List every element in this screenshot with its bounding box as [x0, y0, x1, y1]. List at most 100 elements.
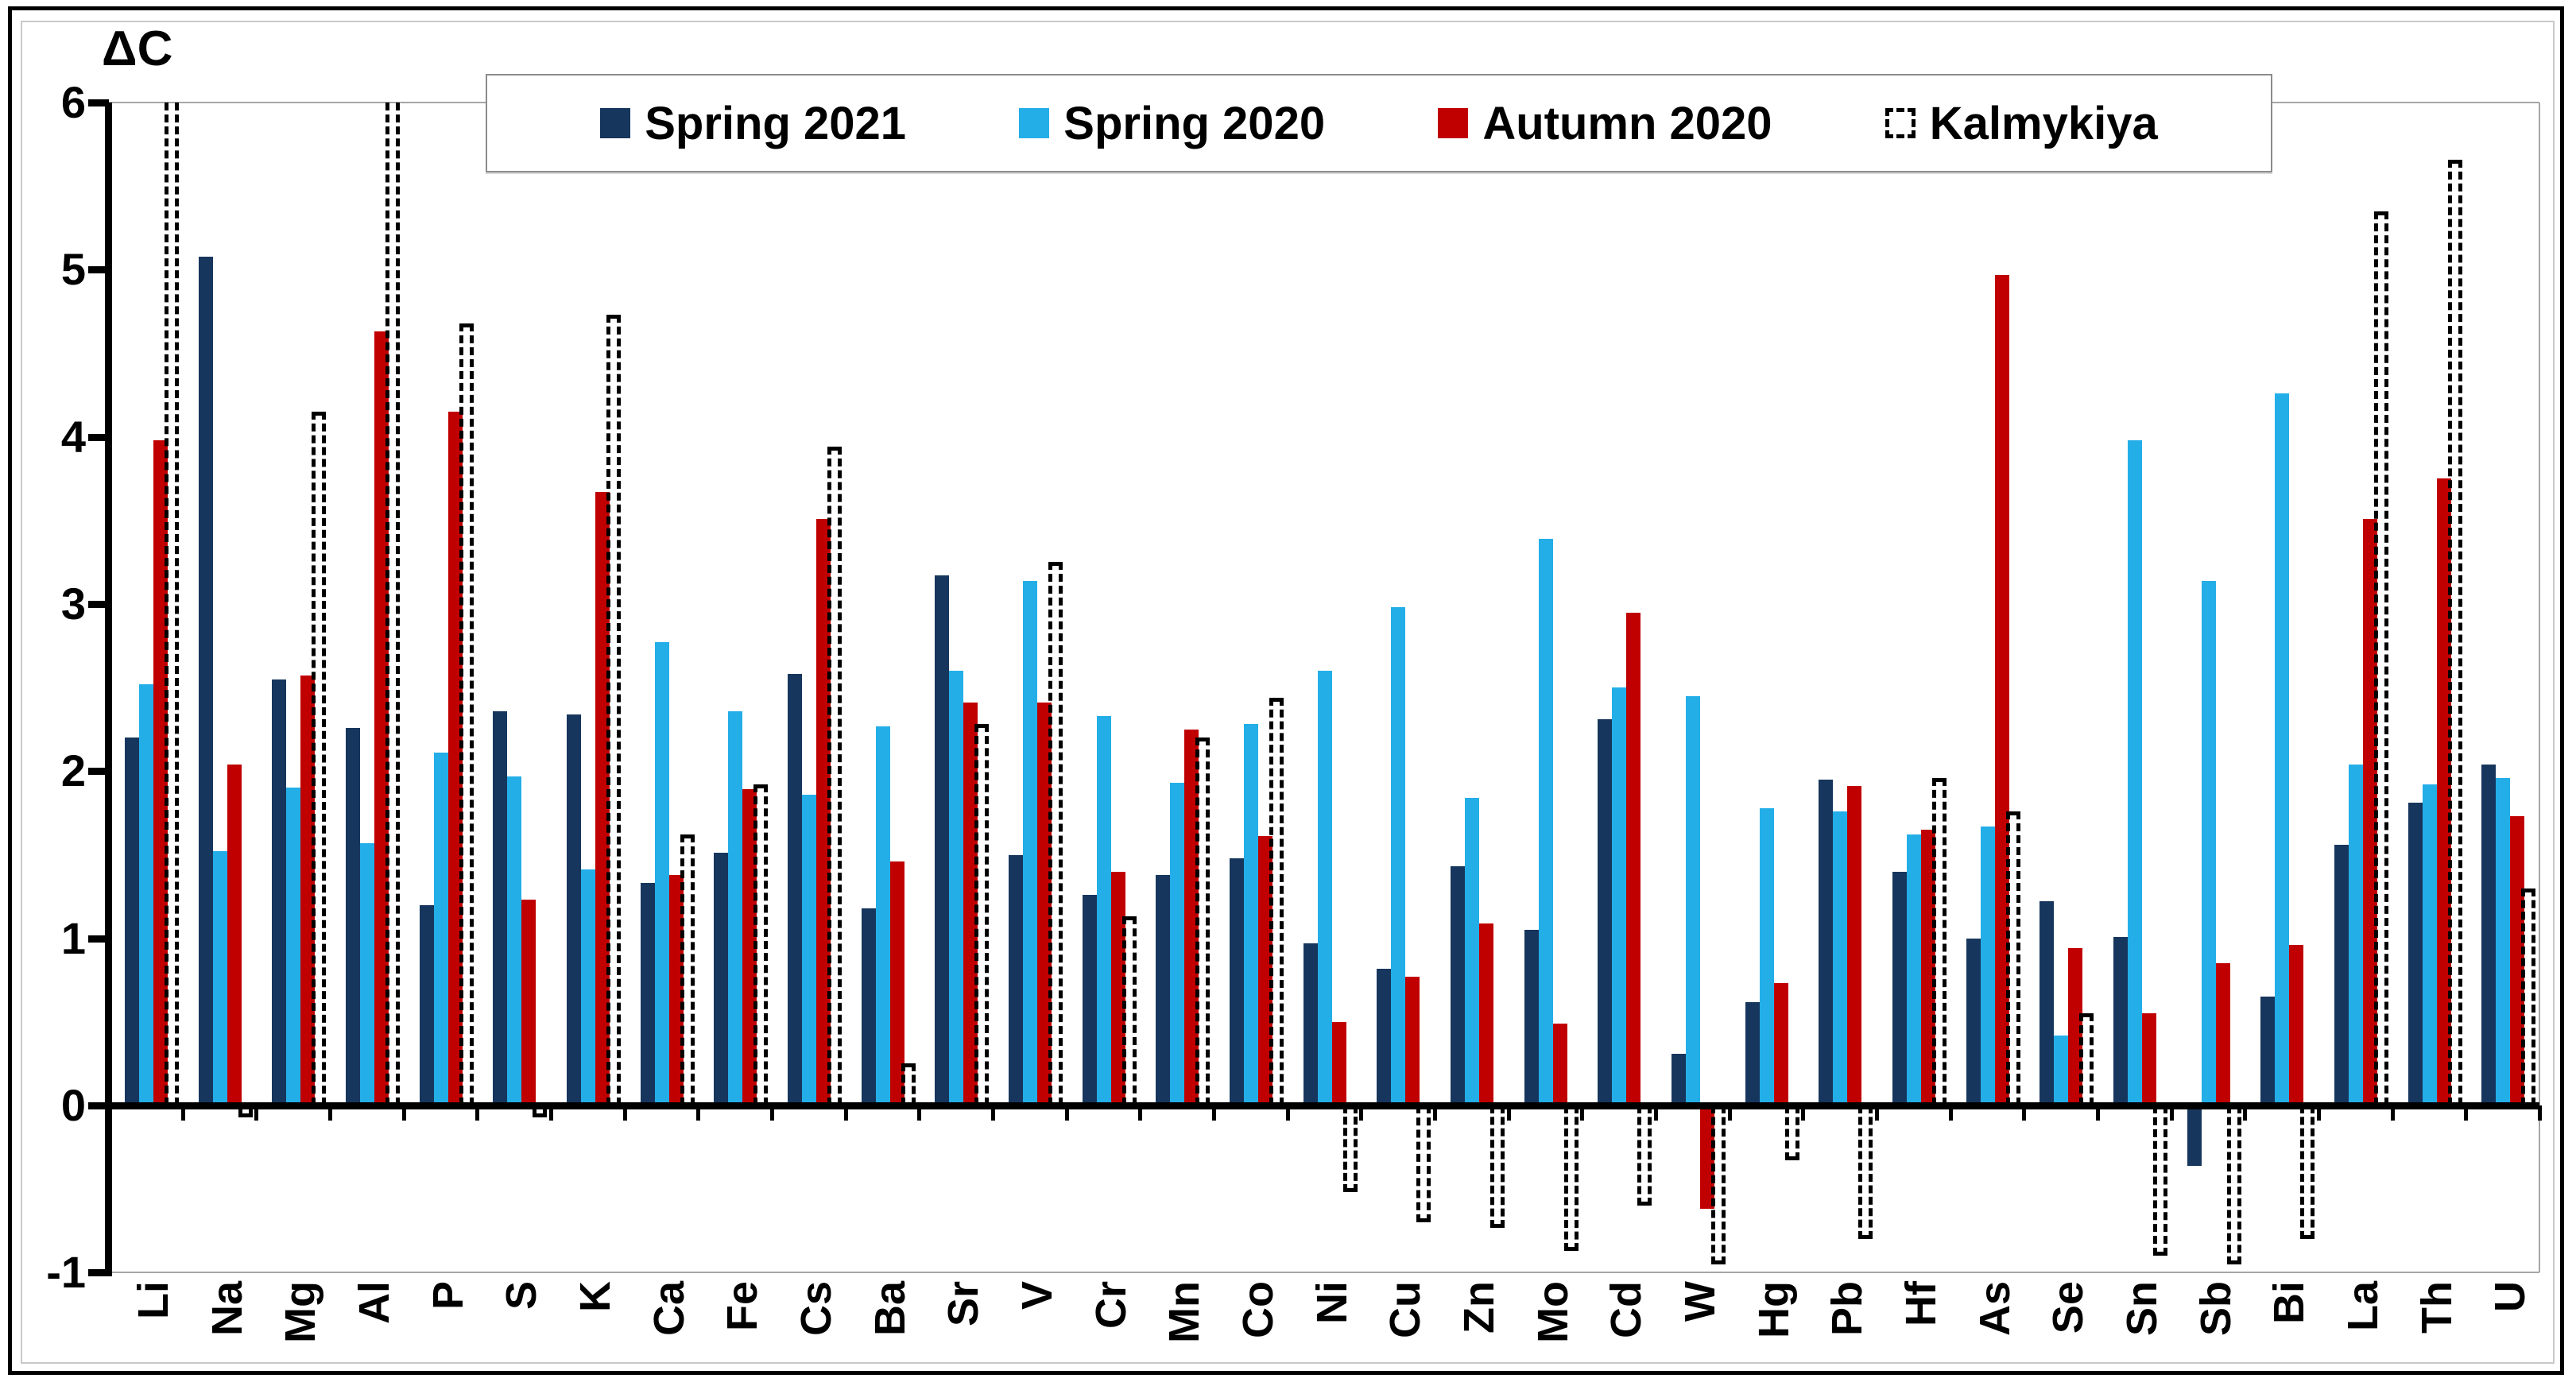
- bar-w-spring-2021: [1671, 1053, 1686, 1105]
- bar-k-spring-2020: [581, 869, 595, 1105]
- plot-border-right: [2539, 103, 2540, 1273]
- bar-v-kalmykiya: [1048, 562, 1063, 1105]
- x-axis-label-text: Ca: [645, 1281, 693, 1337]
- x-axis-label-text: K: [571, 1281, 619, 1312]
- bar-sn-spring-2021: [2113, 936, 2128, 1105]
- bar-cd-spring-2021: [1598, 719, 1613, 1105]
- x-axis-label-ca: Ca: [645, 1281, 693, 1386]
- x-axis-label-text: V: [1013, 1281, 1061, 1311]
- bar-ba-spring-2021: [861, 908, 876, 1105]
- bar-al-autumn-2020: [374, 331, 389, 1105]
- x-axis-label-ni: Ni: [1308, 1281, 1356, 1386]
- bar-zn-kalmykiya: [1490, 1105, 1505, 1228]
- bar-cr-autumn-2020: [1110, 871, 1125, 1105]
- x-axis-label-text: Cd: [1602, 1281, 1651, 1338]
- x-axis-label-text: Ba: [866, 1281, 914, 1337]
- x-axis-label-text: Sb: [2191, 1281, 2240, 1337]
- bar-fe-spring-2020: [728, 710, 743, 1105]
- bar-hg-kalmykiya: [1784, 1105, 1799, 1161]
- bar-co-spring-2020: [1244, 724, 1258, 1105]
- bar-hf-spring-2021: [1892, 871, 1907, 1105]
- bar-hf-autumn-2020: [1921, 829, 1935, 1105]
- bar-al-spring-2020: [360, 842, 374, 1105]
- bar-k-kalmykiya: [606, 315, 621, 1105]
- bar-u-kalmykiya: [2521, 888, 2536, 1105]
- legend-label: Kalmykiya: [1929, 97, 2158, 149]
- bar-cu-spring-2021: [1377, 968, 1392, 1105]
- x-axis-label-text: Mg: [277, 1281, 325, 1343]
- bar-li-autumn-2020: [153, 439, 168, 1105]
- bar-th-autumn-2020: [2436, 478, 2451, 1105]
- legend: Spring 2021 Spring 2020 Autumn 2020 Kalm…: [486, 74, 2272, 172]
- x-axis-tick: [1212, 1105, 1216, 1121]
- bar-ni-spring-2021: [1303, 943, 1318, 1105]
- bar-li-spring-2021: [125, 738, 139, 1105]
- bar-ca-kalmykiya: [680, 834, 695, 1105]
- bar-as-spring-2021: [1966, 938, 1981, 1105]
- bar-cr-kalmykiya: [1121, 916, 1137, 1105]
- x-axis-label-text: Sn: [2118, 1281, 2166, 1337]
- bar-cs-kalmykiya: [827, 447, 842, 1105]
- bar-ca-spring-2020: [654, 642, 669, 1105]
- bar-th-spring-2021: [2407, 803, 2423, 1105]
- x-axis-label-text: Fe: [719, 1281, 767, 1332]
- bar-fe-autumn-2020: [742, 789, 757, 1105]
- y-axis-label-1: 1: [60, 912, 86, 963]
- x-axis-label-text: P: [424, 1281, 472, 1311]
- x-axis-label-ba: Ba: [866, 1281, 914, 1386]
- legend-item-spring-2020: Spring 2020: [1019, 97, 1325, 150]
- x-axis-label-hg: Hg: [1750, 1281, 1798, 1386]
- bar-as-spring-2020: [1980, 826, 1995, 1105]
- bar-sr-spring-2020: [949, 671, 964, 1105]
- x-axis-tick: [770, 1105, 774, 1121]
- legend-label: Spring 2021: [645, 97, 907, 149]
- x-axis-label-text: W: [1676, 1281, 1724, 1322]
- x-axis-label-v: V: [1013, 1281, 1061, 1386]
- y-axis-label-2: 2: [60, 745, 86, 796]
- x-axis-label-w: W: [1676, 1281, 1724, 1386]
- legend-swatch-autumn-2020: [1438, 108, 1469, 138]
- bar-cd-kalmykiya: [1637, 1105, 1652, 1206]
- x-axis-tick: [1875, 1105, 1879, 1121]
- x-axis-label-fe: Fe: [719, 1281, 766, 1386]
- y-axis-tick-0: [88, 1102, 109, 1109]
- bar-s-autumn-2020: [521, 900, 537, 1105]
- y-axis-line: [105, 103, 112, 1277]
- bar-as-autumn-2020: [1994, 274, 2009, 1105]
- bar-p-kalmykiya: [459, 323, 474, 1105]
- bar-sb-kalmykiya: [2226, 1105, 2241, 1264]
- bar-ni-spring-2020: [1317, 671, 1332, 1105]
- bar-fe-spring-2021: [714, 853, 729, 1105]
- bar-mg-spring-2021: [272, 679, 287, 1105]
- x-axis-tick: [1948, 1105, 1953, 1121]
- bar-u-spring-2021: [2481, 764, 2497, 1105]
- x-axis-label-sr: Sr: [939, 1281, 987, 1386]
- x-axis-tick: [328, 1105, 332, 1121]
- bar-hf-spring-2020: [1907, 834, 1921, 1105]
- bar-k-spring-2021: [567, 714, 581, 1105]
- x-axis-tick: [1506, 1105, 1511, 1121]
- x-axis-label-text: Li: [130, 1281, 177, 1319]
- bar-zn-spring-2021: [1451, 866, 1465, 1105]
- bar-mn-autumn-2020: [1184, 729, 1199, 1105]
- bar-s-kalmykiya: [533, 1105, 548, 1117]
- x-axis-label-zn: Zn: [1455, 1281, 1503, 1386]
- x-axis-label-p: P: [424, 1281, 472, 1386]
- x-axis-label-cu: Cu: [1381, 1281, 1429, 1386]
- bar-s-spring-2020: [507, 776, 522, 1105]
- x-axis-label-se: Se: [2044, 1281, 2092, 1386]
- bar-sr-spring-2021: [935, 575, 950, 1105]
- bar-se-autumn-2020: [2068, 948, 2083, 1105]
- x-axis-tick: [2390, 1105, 2395, 1121]
- bar-cs-autumn-2020: [816, 518, 831, 1105]
- legend-label: Spring 2020: [1063, 97, 1326, 149]
- bar-co-autumn-2020: [1258, 836, 1273, 1105]
- x-axis-label-co: Co: [1234, 1281, 1282, 1386]
- bar-co-spring-2021: [1230, 858, 1244, 1105]
- x-axis-tick: [622, 1105, 627, 1121]
- bar-ca-spring-2021: [640, 883, 655, 1105]
- x-axis-tick: [1801, 1105, 1806, 1121]
- x-axis-label-pb: Pb: [1823, 1281, 1871, 1386]
- x-axis-tick: [549, 1105, 553, 1121]
- x-axis-tick: [1580, 1105, 1585, 1121]
